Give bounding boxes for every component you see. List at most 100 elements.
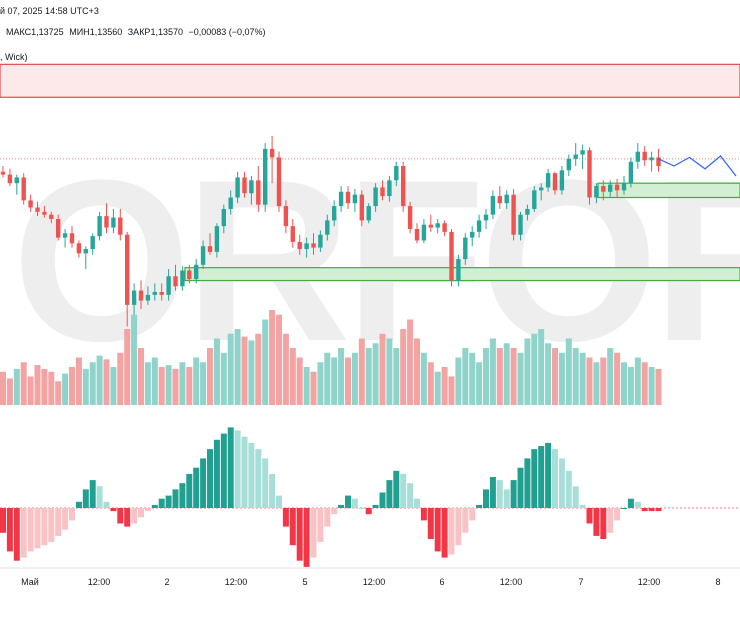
candle-body[interactable]	[539, 187, 544, 191]
candle-body[interactable]	[69, 233, 75, 244]
candle-body[interactable]	[621, 183, 627, 191]
candle-body[interactable]	[49, 214, 54, 219]
candle-body[interactable]	[635, 151, 640, 162]
candle-body[interactable]	[476, 220, 482, 232]
candle-body[interactable]	[483, 214, 489, 221]
candle-body[interactable]	[456, 259, 461, 281]
candle-body[interactable]	[332, 206, 337, 221]
candle-body[interactable]	[470, 231, 475, 238]
candle-body[interactable]	[28, 200, 33, 208]
candle-body[interactable]	[380, 187, 385, 197]
candle-body[interactable]	[145, 294, 151, 301]
candle-body[interactable]	[228, 197, 233, 209]
candle-body[interactable]	[414, 229, 420, 241]
candle-body[interactable]	[21, 177, 26, 201]
candle-body[interactable]	[269, 148, 275, 158]
candle-body[interactable]	[387, 180, 392, 197]
candle-body[interactable]	[42, 211, 47, 215]
support-zone-lower[interactable]	[184, 267, 740, 282]
candle-body[interactable]	[359, 194, 364, 221]
candle-body[interactable]	[207, 246, 213, 252]
candle-body[interactable]	[394, 166, 399, 181]
candle-body[interactable]	[587, 150, 592, 198]
candle-body[interactable]	[545, 173, 551, 188]
candle-body[interactable]	[297, 241, 302, 250]
candle-body[interactable]	[256, 180, 261, 205]
candle-body[interactable]	[407, 206, 413, 229]
candle-body[interactable]	[76, 243, 82, 254]
candle-body[interactable]	[373, 187, 378, 207]
candle-body[interactable]	[276, 157, 282, 207]
candle-body[interactable]	[504, 194, 509, 204]
candle-body[interactable]	[594, 186, 599, 198]
candle-body[interactable]	[242, 177, 247, 194]
candle-body[interactable]	[463, 237, 468, 260]
candle-body[interactable]	[62, 233, 68, 238]
candle-body[interactable]	[7, 174, 13, 184]
candle-body[interactable]	[559, 170, 565, 191]
candle-body[interactable]	[552, 173, 558, 191]
candle-body[interactable]	[421, 224, 427, 241]
candle-body[interactable]	[104, 216, 109, 228]
candle-body[interactable]	[263, 148, 268, 205]
candle-body[interactable]	[614, 184, 620, 191]
candle-body[interactable]	[532, 190, 537, 209]
candle-body[interactable]	[159, 292, 164, 295]
candle-body[interactable]	[166, 276, 171, 295]
candle-body[interactable]	[138, 290, 144, 301]
resistance-zone[interactable]	[0, 63, 740, 98]
candle-body[interactable]	[449, 231, 454, 281]
candle-body[interactable]	[90, 236, 95, 250]
candle-body[interactable]	[656, 157, 661, 166]
candle-body[interactable]	[525, 208, 530, 215]
candle-body[interactable]	[290, 226, 295, 242]
candle-body[interactable]	[442, 223, 447, 232]
candle-body[interactable]	[304, 243, 309, 250]
candle-body[interactable]	[428, 224, 433, 228]
candle-body[interactable]	[283, 206, 289, 227]
candle-body[interactable]	[14, 177, 19, 184]
candle-body[interactable]	[200, 246, 206, 265]
candle-body[interactable]	[566, 158, 571, 171]
candle-body[interactable]	[214, 226, 220, 252]
candle-body[interactable]	[573, 154, 578, 159]
candle-body[interactable]	[152, 292, 157, 295]
candle-body[interactable]	[338, 191, 344, 207]
candle-body[interactable]	[235, 177, 240, 198]
candle-body[interactable]	[187, 270, 192, 280]
candle-body[interactable]	[131, 290, 137, 305]
candle-body[interactable]	[345, 191, 351, 204]
candle-body[interactable]	[249, 180, 254, 194]
candle-body[interactable]	[35, 207, 40, 212]
candle-body[interactable]	[642, 151, 647, 161]
candle-body[interactable]	[221, 208, 226, 227]
candle-body[interactable]	[97, 216, 102, 237]
candle-body[interactable]	[352, 194, 358, 204]
candle-body[interactable]	[173, 276, 178, 287]
candle-body[interactable]	[649, 157, 654, 161]
candle-body[interactable]	[118, 217, 123, 235]
candle-body[interactable]	[318, 234, 323, 248]
candle-body[interactable]	[435, 223, 440, 228]
candle-body[interactable]	[628, 161, 634, 184]
candle-body[interactable]	[325, 220, 330, 235]
candle-body[interactable]	[194, 264, 199, 280]
candle-body[interactable]	[366, 206, 371, 221]
candle-body[interactable]	[608, 184, 613, 192]
candle-body[interactable]	[180, 270, 185, 287]
candle-body[interactable]	[601, 186, 606, 192]
candle-body[interactable]	[497, 196, 502, 204]
candle-body[interactable]	[0, 171, 6, 175]
candle-body[interactable]	[490, 196, 496, 215]
candle-body[interactable]	[311, 243, 316, 248]
projection-path[interactable]	[658, 155, 737, 177]
candle-body[interactable]	[83, 249, 88, 254]
candle-body[interactable]	[125, 234, 130, 305]
candle-body[interactable]	[111, 217, 116, 228]
candle-body[interactable]	[511, 194, 516, 235]
candle-body[interactable]	[518, 214, 523, 235]
candle-body[interactable]	[56, 218, 61, 238]
candle-body[interactable]	[580, 150, 585, 155]
